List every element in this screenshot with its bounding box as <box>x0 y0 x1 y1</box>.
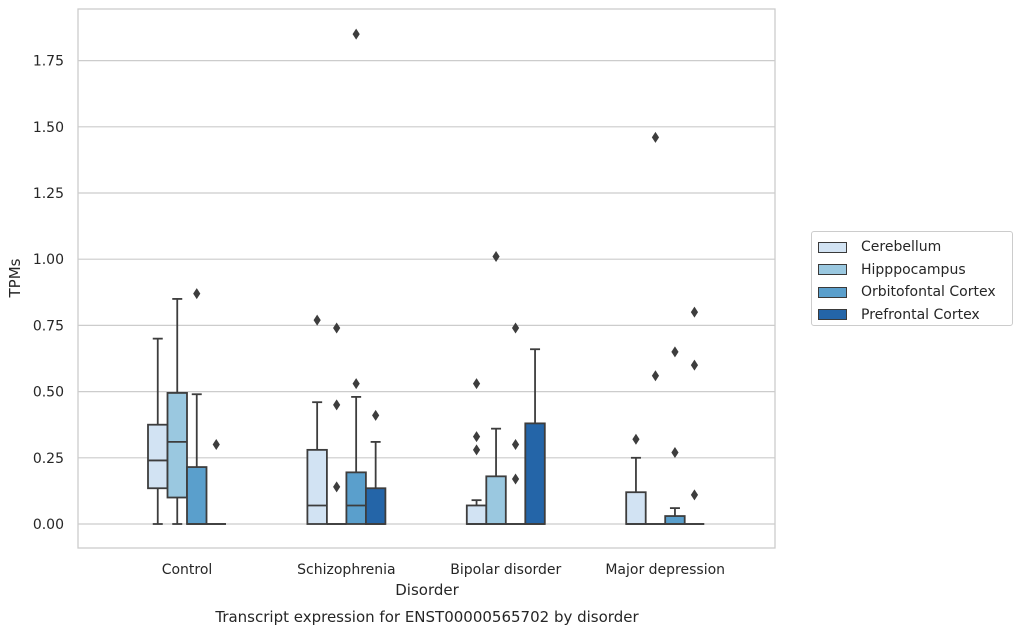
box <box>364 487 387 525</box>
legend-swatch <box>818 264 847 276</box>
box-group <box>625 433 647 525</box>
legend-label: Prefrontal Cortex <box>861 306 980 323</box>
y-tick-label: 1.50 <box>33 120 64 136</box>
outlier-point <box>472 378 481 390</box>
y-tick-label: 0.50 <box>33 385 64 401</box>
box <box>345 471 367 525</box>
outlier-point <box>472 431 481 443</box>
chart-caption: Transcript expression for ENST0000056570… <box>214 608 639 626</box>
legend: Cerebellum Hipppocampus Orbitofontal Corte… <box>811 231 1013 326</box>
y-tick-label: 1.00 <box>33 252 64 268</box>
legend-label: Orbitofontal Cortex <box>861 284 996 301</box>
outlier-point <box>511 322 520 334</box>
outlier-point <box>212 439 220 451</box>
box-group <box>684 306 705 525</box>
outlier-point <box>492 251 500 263</box>
box <box>186 466 208 525</box>
box-group <box>186 288 208 525</box>
outlier-point <box>372 409 380 421</box>
y-axis-title: TPMs <box>6 258 24 298</box>
box <box>306 448 328 525</box>
y-tick-labels: 0.00 0.25 0.50 0.75 1.00 1.25 1.50 1.75 <box>33 54 64 533</box>
box <box>664 515 686 525</box>
legend-label: Cerebellum <box>861 239 942 256</box>
outlier-point <box>690 489 699 501</box>
y-tick-label: 1.25 <box>33 186 64 202</box>
x-tick-label: Major depression <box>605 562 725 578</box>
box <box>465 504 488 525</box>
outlier-point <box>511 439 520 451</box>
outlier-point <box>472 444 481 456</box>
outlier-point <box>333 322 341 334</box>
box <box>166 392 188 499</box>
outlier-point <box>651 131 660 143</box>
box-group <box>306 314 328 525</box>
outlier-point <box>333 481 341 493</box>
legend-label: Hipppocampus <box>861 261 966 278</box>
outlier-point <box>313 314 321 326</box>
outlier-point <box>671 346 679 358</box>
y-tick-label: 0.75 <box>33 318 64 334</box>
outlier-point <box>671 447 679 459</box>
box <box>147 423 169 490</box>
outlier-point <box>690 306 699 318</box>
x-tick-label: Control <box>162 562 213 578</box>
y-tick-label: 1.75 <box>33 54 64 70</box>
box <box>625 491 647 525</box>
legend-item: Cerebellum <box>818 236 1012 259</box>
legend-item: Orbitofontal Cortex <box>818 281 1012 304</box>
box-group <box>485 251 507 525</box>
legend-item: Hipppocampus <box>818 259 1012 282</box>
y-tick-label: 0.00 <box>33 517 64 533</box>
x-tick-label: Bipolar disorder <box>450 562 561 578</box>
box-group <box>345 28 367 525</box>
x-axis-title: Disorder <box>395 581 459 599</box>
boxes-layer <box>147 28 705 525</box>
box-group <box>166 298 188 525</box>
outlier-point <box>352 28 360 40</box>
box-group <box>364 409 387 525</box>
outlier-point <box>333 399 341 411</box>
legend-swatch <box>818 309 847 321</box>
box-group <box>645 131 666 525</box>
box <box>485 475 507 525</box>
x-tick-labels: Control Schizophrenia Bipolar disorder Majo… <box>162 562 725 578</box>
box-group <box>524 348 546 525</box>
outlier-point <box>352 378 360 390</box>
outlier-point <box>632 433 640 445</box>
y-tick-label: 0.25 <box>33 451 64 467</box>
box-group <box>505 322 526 525</box>
outlier-point <box>690 359 699 371</box>
outlier-point <box>511 473 520 485</box>
box-group <box>326 322 347 525</box>
legend-item: Prefrontal Cortex <box>818 304 1012 327</box>
box-group <box>664 346 686 525</box>
box-group <box>206 439 226 525</box>
box-group <box>147 337 169 525</box>
box <box>524 422 546 525</box>
legend-swatch <box>818 241 847 253</box>
x-tick-label: Schizophrenia <box>297 562 395 578</box>
legend-swatch <box>818 286 847 298</box>
outlier-point <box>651 370 660 382</box>
outlier-point <box>193 288 201 300</box>
plot-frame <box>77 8 776 549</box>
